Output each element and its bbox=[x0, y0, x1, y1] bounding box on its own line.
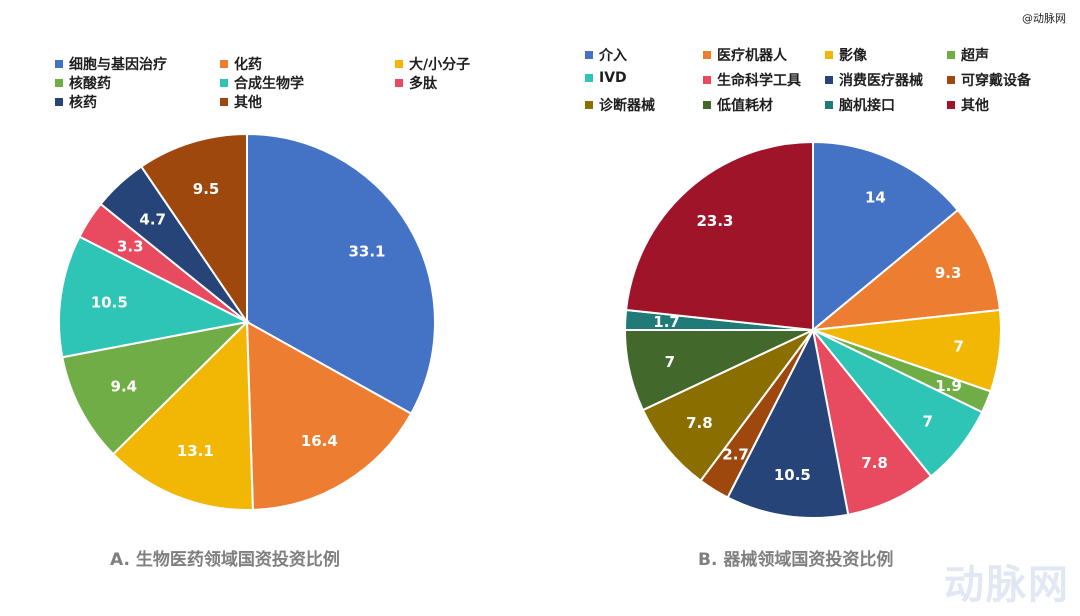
legend-swatch bbox=[825, 76, 833, 84]
slice-data-label: 7 bbox=[923, 412, 933, 430]
legend-swatch bbox=[947, 51, 955, 59]
slice-data-label: 9.5 bbox=[193, 180, 220, 198]
legend-item: 介入 bbox=[585, 45, 627, 65]
legend-label: 大/小分子 bbox=[409, 57, 471, 73]
pie-slice bbox=[812, 329, 933, 516]
slice-data-label: 7.8 bbox=[686, 414, 713, 432]
legend-swatch bbox=[220, 60, 228, 68]
slice-data-label: 7 bbox=[665, 353, 675, 371]
legend-label: 消费医疗器械 bbox=[839, 73, 923, 89]
legend-swatch bbox=[395, 60, 403, 68]
legend-item: 可穿戴设备 bbox=[947, 70, 1031, 90]
pie-slice bbox=[726, 326, 850, 519]
legend-item: 化药 bbox=[220, 54, 262, 74]
legend-swatch bbox=[703, 101, 711, 109]
legend-swatch bbox=[55, 98, 63, 106]
slice-data-label: 16.4 bbox=[301, 432, 338, 450]
legend-item: 核酸药 bbox=[55, 73, 111, 93]
pie-slice bbox=[624, 140, 814, 332]
legend-swatch bbox=[585, 101, 593, 109]
pie-slice bbox=[58, 235, 251, 359]
pie-slice bbox=[812, 140, 960, 333]
legend-label: 影像 bbox=[839, 48, 867, 64]
slice-data-label: 10.5 bbox=[91, 293, 128, 311]
legend-swatch bbox=[220, 79, 228, 87]
legend-swatch bbox=[947, 101, 955, 109]
legend-label: 低值耗材 bbox=[717, 98, 773, 114]
slice-data-label: 1.7 bbox=[653, 313, 680, 331]
legend-item: 细胞与基因治疗 bbox=[55, 54, 167, 74]
legend-label: 超声 bbox=[961, 48, 989, 64]
legend-label: 生命科学工具 bbox=[717, 73, 801, 89]
legend-swatch bbox=[395, 79, 403, 87]
legend-item: 大/小分子 bbox=[395, 54, 470, 74]
legend-item: 影像 bbox=[825, 45, 867, 65]
pie-slice bbox=[111, 319, 254, 511]
legend-item: 合成生物学 bbox=[220, 73, 304, 93]
legend-swatch bbox=[55, 79, 63, 87]
legend-label: 核酸药 bbox=[69, 76, 111, 92]
slice-data-label: 9.4 bbox=[111, 378, 138, 396]
legend-swatch bbox=[585, 51, 593, 59]
legend-item: 多肽 bbox=[395, 73, 437, 93]
legend-item: 消费医疗器械 bbox=[825, 70, 923, 90]
chart-a-title: A. 生物医药领域国资投资比例 bbox=[110, 550, 340, 570]
legend-item: 其他 bbox=[220, 92, 262, 112]
legend-label: 介入 bbox=[599, 48, 627, 64]
legend-label: 其他 bbox=[961, 98, 989, 114]
slice-data-label: 9.3 bbox=[935, 264, 962, 282]
legend-swatch bbox=[703, 51, 711, 59]
pie-slice bbox=[139, 132, 248, 326]
legend-swatch bbox=[825, 101, 833, 109]
legend-item: IVD bbox=[585, 70, 627, 86]
legend-label: 脑机接口 bbox=[839, 98, 895, 114]
legend-item: 低值耗材 bbox=[703, 95, 773, 115]
legend-item: 核药 bbox=[55, 92, 97, 112]
pie-slice bbox=[61, 320, 251, 456]
legend-item: 其他 bbox=[947, 95, 989, 115]
slice-data-label: 3.3 bbox=[117, 237, 144, 255]
legend-label: 诊断器械 bbox=[599, 98, 655, 114]
slice-data-label: 7 bbox=[953, 338, 963, 356]
pie-slice bbox=[809, 208, 1002, 332]
legend-label: IVD bbox=[599, 70, 627, 86]
legend-swatch bbox=[703, 76, 711, 84]
legend-swatch bbox=[947, 76, 955, 84]
legend-label: 细胞与基因治疗 bbox=[69, 57, 167, 73]
legend-item: 脑机接口 bbox=[825, 95, 895, 115]
legend-swatch bbox=[585, 74, 593, 82]
legend-swatch bbox=[55, 60, 63, 68]
slice-data-label: 14 bbox=[865, 188, 886, 206]
chart-b-title: B. 器械领域国资投资比例 bbox=[698, 550, 894, 570]
legend-item: 医疗机器人 bbox=[703, 45, 787, 65]
legend-label: 可穿戴设备 bbox=[961, 73, 1031, 89]
legend-swatch bbox=[220, 98, 228, 106]
legend-label: 合成生物学 bbox=[234, 76, 304, 92]
legend-label: 其他 bbox=[234, 95, 262, 111]
slice-data-label: 7.8 bbox=[861, 454, 888, 472]
slice-data-label: 13.1 bbox=[177, 442, 214, 460]
legend-label: 化药 bbox=[234, 57, 262, 73]
watermark-text: @动脉网 bbox=[1022, 12, 1066, 25]
slice-data-label: 23.3 bbox=[696, 212, 733, 230]
watermark-logo: 动脉网 bbox=[944, 562, 1070, 608]
legend-item: 超声 bbox=[947, 45, 989, 65]
legend-swatch bbox=[825, 51, 833, 59]
legend-label: 医疗机器人 bbox=[717, 48, 787, 64]
pie-slice bbox=[246, 132, 436, 415]
slice-data-label: 2.7 bbox=[722, 446, 749, 464]
legend-label: 核药 bbox=[69, 95, 97, 111]
pie-slice bbox=[245, 320, 413, 511]
legend-item: 生命科学工具 bbox=[703, 70, 801, 90]
pie-slice bbox=[641, 329, 814, 483]
slice-data-label: 33.1 bbox=[348, 243, 385, 261]
legend-item: 诊断器械 bbox=[585, 95, 655, 115]
slice-data-label: 10.5 bbox=[774, 466, 811, 484]
slice-data-label: 1.9 bbox=[935, 377, 962, 395]
slice-data-label: 4.7 bbox=[139, 211, 166, 229]
legend-label: 多肽 bbox=[409, 76, 437, 92]
